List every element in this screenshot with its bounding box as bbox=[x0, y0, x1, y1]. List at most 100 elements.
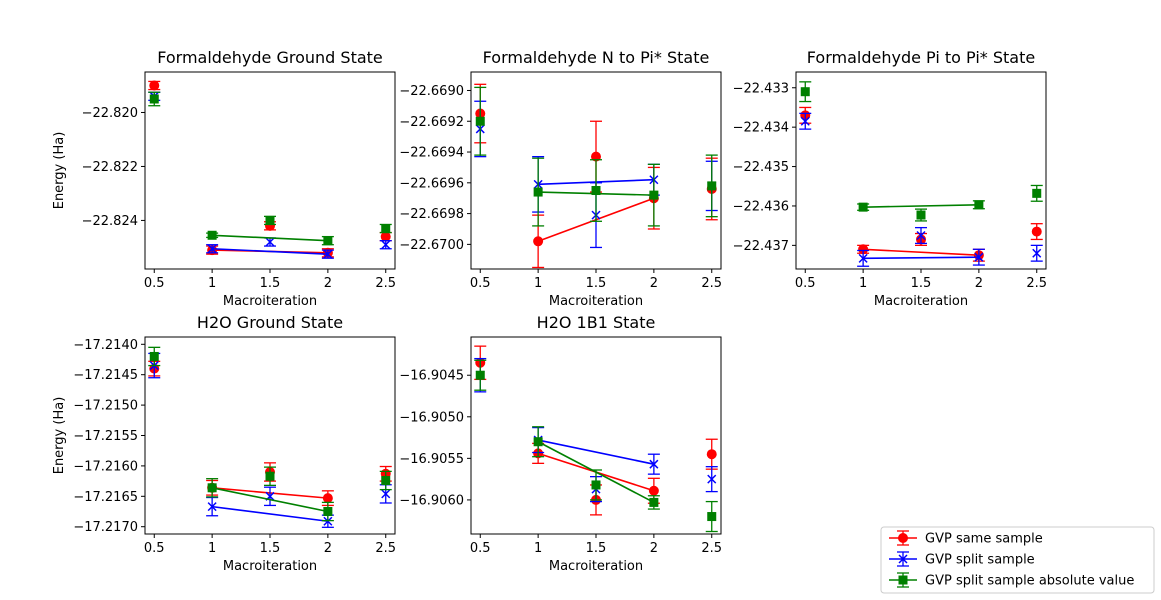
x-axis-label: Macroiteration bbox=[223, 559, 317, 574]
y-tick-label: −22.437 bbox=[733, 239, 789, 254]
x-tick-label: 1 bbox=[534, 276, 542, 291]
x-tick-label: 1.5 bbox=[586, 541, 607, 556]
data-point bbox=[207, 230, 217, 240]
series-square bbox=[148, 91, 392, 246]
data-point bbox=[858, 253, 868, 263]
data-point bbox=[916, 210, 926, 220]
y-axis-label: Energy (Ha) bbox=[52, 397, 67, 475]
subplot-title: H2O Ground State bbox=[197, 313, 343, 332]
data-point bbox=[649, 497, 659, 507]
series-circle bbox=[148, 80, 392, 258]
data-point bbox=[265, 237, 275, 247]
x-tick-label: 2.5 bbox=[375, 276, 396, 291]
x-tick-label: 0.5 bbox=[144, 276, 165, 291]
x-axis-label: Macroiteration bbox=[549, 559, 643, 574]
data-point bbox=[1032, 188, 1042, 198]
series-line bbox=[211, 487, 329, 513]
data-point bbox=[1032, 248, 1042, 258]
data-point bbox=[1031, 226, 1042, 237]
y-tick-label: −17.2150 bbox=[73, 399, 138, 414]
y-tick-label: −17.2160 bbox=[73, 459, 138, 474]
x-axis-label: Macroiteration bbox=[874, 294, 968, 309]
x-tick-label: 0.5 bbox=[470, 276, 491, 291]
x-tick-label: 0.5 bbox=[470, 541, 491, 556]
series-square bbox=[474, 359, 718, 533]
series-line bbox=[863, 203, 979, 208]
data-point bbox=[649, 190, 659, 200]
y-tick-label: −22.822 bbox=[82, 160, 138, 175]
data-point bbox=[207, 502, 217, 512]
data-point bbox=[858, 202, 868, 212]
data-point bbox=[149, 351, 159, 361]
x-axis-label: Macroiteration bbox=[549, 294, 643, 309]
data-point bbox=[591, 480, 601, 490]
y-tick-label: −22.434 bbox=[733, 121, 789, 136]
legend-marker bbox=[898, 554, 908, 564]
y-tick-label: −17.2165 bbox=[73, 490, 138, 505]
data-point bbox=[323, 507, 333, 517]
x-tick-label: 1 bbox=[208, 541, 216, 556]
series-square bbox=[474, 86, 718, 227]
data-point bbox=[381, 224, 391, 234]
data-point bbox=[207, 483, 217, 493]
data-point bbox=[381, 240, 391, 250]
x-tick-label: 2 bbox=[650, 541, 658, 556]
x-tick-label: 2.5 bbox=[701, 276, 722, 291]
y-tick-label: −17.2140 bbox=[73, 338, 138, 353]
data-point bbox=[475, 116, 485, 126]
data-point bbox=[974, 252, 984, 262]
data-point bbox=[707, 512, 717, 522]
y-axis-label: Energy (Ha) bbox=[52, 132, 67, 210]
y-tick-label: −22.6700 bbox=[399, 238, 464, 253]
y-tick-label: −17.2170 bbox=[73, 520, 138, 535]
x-tick-label: 0.5 bbox=[144, 541, 165, 556]
y-tick-label: −22.820 bbox=[82, 106, 138, 121]
y-tick-label: −22.6690 bbox=[399, 84, 464, 99]
data-point bbox=[533, 187, 543, 197]
y-tick-label: −16.9060 bbox=[399, 493, 464, 508]
data-point bbox=[323, 236, 333, 246]
x-tick-label: 2 bbox=[650, 276, 658, 291]
data-point bbox=[323, 249, 333, 259]
y-tick-label: −16.9050 bbox=[399, 410, 464, 425]
series-square bbox=[148, 346, 392, 522]
data-point bbox=[380, 231, 391, 242]
data-point bbox=[706, 449, 717, 460]
series-line bbox=[212, 247, 328, 255]
y-tick-label: −22.824 bbox=[82, 214, 138, 229]
series-x bbox=[148, 352, 392, 528]
y-tick-label: −16.9045 bbox=[399, 369, 464, 384]
x-tick-label: 2 bbox=[324, 276, 332, 291]
x-axis-label: Macroiteration bbox=[223, 294, 317, 309]
y-tick-label: −16.9055 bbox=[399, 452, 464, 467]
subplot-title: H2O 1B1 State bbox=[537, 313, 656, 332]
series-line bbox=[212, 505, 328, 523]
series-line bbox=[212, 234, 328, 242]
data-point bbox=[207, 244, 217, 254]
x-tick-label: 2.5 bbox=[701, 541, 722, 556]
y-tick-label: −22.435 bbox=[733, 160, 789, 175]
x-tick-label: 2.5 bbox=[375, 541, 396, 556]
data-point bbox=[800, 87, 810, 97]
x-tick-label: 1 bbox=[859, 276, 867, 291]
data-point bbox=[533, 437, 543, 447]
x-tick-label: 1.5 bbox=[586, 276, 607, 291]
x-tick-label: 1.5 bbox=[260, 276, 281, 291]
series-line bbox=[863, 256, 979, 260]
data-point bbox=[648, 485, 659, 496]
legend-entry: GVP same sample bbox=[889, 530, 1043, 547]
y-tick-label: −17.2145 bbox=[73, 368, 138, 383]
y-tick-label: −22.6698 bbox=[399, 207, 464, 222]
x-tick-label: 1.5 bbox=[911, 276, 932, 291]
subplot-4: 0.5 1 1.5 2 2.5 −17.2170 −17.2165 −17.2160 −17.2… bbox=[52, 313, 396, 574]
subplot-title: Formaldehyde Pi to Pi* State bbox=[807, 48, 1035, 67]
data-point bbox=[149, 94, 159, 104]
y-tick-label: −22.433 bbox=[733, 81, 789, 96]
y-tick-label: −22.6696 bbox=[399, 176, 464, 191]
data-point bbox=[916, 230, 926, 241]
y-tick-label: −22.6694 bbox=[399, 146, 464, 161]
legend-entry: GVP split sample bbox=[889, 551, 1035, 568]
series-x bbox=[799, 112, 1043, 267]
data-point bbox=[707, 181, 717, 191]
